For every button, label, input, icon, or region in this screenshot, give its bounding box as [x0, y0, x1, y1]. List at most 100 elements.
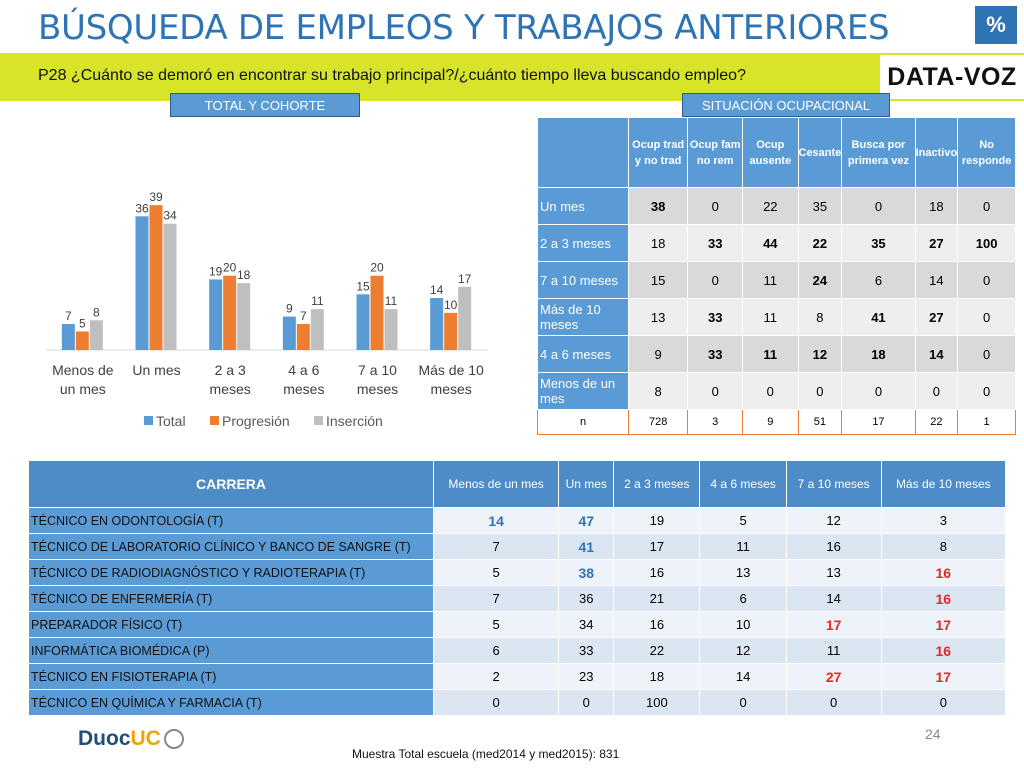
bar-total: [356, 294, 370, 350]
bar-total: [209, 279, 223, 350]
situacion-cell: 100: [957, 224, 1016, 262]
situacion-n-row: n 728 3 9 51 17 22 1: [537, 409, 1016, 435]
carrera-cell: 22: [613, 637, 701, 664]
data-label: 20: [223, 261, 237, 275]
bar-inserción: [310, 309, 324, 350]
carrera-name: TÉCNICO EN FISIOTERAPIA (T): [28, 663, 434, 690]
label-total-cohorte: TOTAL Y COHORTE: [170, 93, 360, 117]
situacion-cell: 0: [687, 187, 744, 225]
carrera-cell: 16: [785, 533, 882, 560]
carrera-cell: 5: [699, 507, 787, 534]
carrera-cell: 23: [558, 663, 615, 690]
carrera-name: TÉCNICO DE ENFERMERÍA (T): [28, 585, 434, 612]
situacion-col-header: Ocup trad y no trad: [627, 117, 689, 188]
situacion-cell: 12: [797, 335, 843, 373]
x-tick-label: Más de 10: [418, 362, 484, 378]
bar-progresión: [149, 205, 163, 350]
bar-total: [282, 316, 296, 350]
situacion-row-label: 2 a 3 meses: [537, 224, 629, 262]
bar-inserción: [89, 320, 103, 350]
page-number: 24: [925, 726, 941, 742]
situacion-corner-cell: [537, 117, 629, 188]
label-situacion-ocupacional: SITUACIÓN OCUPACIONAL: [682, 93, 890, 117]
carrera-cell: 5: [432, 611, 560, 638]
data-label: 18: [237, 268, 251, 282]
carrera-cell: 12: [785, 507, 882, 534]
x-tick-label: 4 a 6: [288, 362, 319, 378]
situacion-cell: 33: [687, 298, 744, 336]
situacion-n-cell: 1: [957, 409, 1016, 435]
situacion-cell: 35: [841, 224, 916, 262]
situacion-cell: 6: [841, 261, 916, 299]
situacion-row-label: Menos de un mes: [537, 372, 629, 410]
carrera-cell: 13: [785, 559, 882, 586]
bar-inserción: [237, 283, 251, 350]
situacion-cell: 0: [957, 372, 1016, 410]
situacion-cell: 35: [797, 187, 843, 225]
carrera-cell: 2: [432, 663, 560, 690]
situacion-col-header: Ocup fam no rem: [687, 117, 744, 188]
bar-total: [135, 216, 149, 350]
situacion-cell: 0: [957, 187, 1016, 225]
x-tick-label: 2 a 3: [215, 362, 246, 378]
bar-total: [430, 298, 444, 350]
legend-entry: Total: [156, 413, 186, 429]
legend-swatch-inserción: [314, 416, 323, 425]
situacion-table: Ocup trad y no trad Ocup fam no rem Ocup…: [537, 117, 1016, 435]
carrera-cell: 14: [699, 663, 787, 690]
situacion-cell: 13: [627, 298, 689, 336]
legend-swatch-progresión: [210, 416, 219, 425]
situacion-col-header: Inactivo: [914, 117, 959, 188]
carrera-cell: 100: [613, 689, 701, 716]
bar-inserción: [458, 286, 472, 350]
carrera-cell: 12: [699, 637, 787, 664]
situacion-cell: 14: [914, 261, 959, 299]
duocuc-logo-part2: UC: [130, 727, 161, 750]
situacion-n-label: n: [537, 409, 629, 435]
carrera-cell: 0: [785, 689, 882, 716]
carrera-col-header: Menos de un mes: [432, 460, 560, 508]
carrera-cell: 34: [558, 611, 615, 638]
carrera-cell: 10: [699, 611, 787, 638]
carrera-cell: 16: [880, 559, 1007, 586]
data-label: 19: [209, 264, 223, 278]
legend-swatch-total: [144, 416, 153, 425]
situacion-cell: 22: [797, 224, 843, 262]
carrera-cell: 0: [432, 689, 560, 716]
carrera-cell: 19: [613, 507, 701, 534]
carrera-name: TÉCNICO DE LABORATORIO CLÍNICO Y BANCO D…: [28, 533, 434, 560]
carrera-row: TÉCNICO DE RADIODIAGNÓSTICO Y RADIOTERAP…: [28, 559, 1007, 586]
data-label: 10: [444, 298, 458, 312]
situacion-cell: 11: [742, 298, 799, 336]
situacion-n-cell: 728: [627, 409, 689, 435]
data-label: 11: [311, 294, 324, 308]
carrera-row: TÉCNICO EN FISIOTERAPIA (T) 2 23 18 14 27 17: [28, 663, 1007, 690]
bar-total: [61, 324, 75, 350]
carrera-row: PREPARADOR FÍSICO (T) 5 34 16 10 17 17: [28, 611, 1007, 638]
carrera-row: INFORMÁTICA BIOMÉDICA (P) 6 33 22 12 11 16: [28, 637, 1007, 664]
situacion-cell: 18: [841, 335, 916, 373]
bar-progresión: [223, 275, 237, 350]
situacion-cell: 8: [797, 298, 843, 336]
situacion-cell: 14: [914, 335, 959, 373]
carrera-cell: 13: [699, 559, 787, 586]
carrera-cell: 0: [880, 689, 1007, 716]
data-label: 7: [65, 309, 72, 323]
situacion-cell: 33: [687, 224, 744, 262]
x-tick-label: Un mes: [132, 362, 180, 378]
situacion-cell: 0: [957, 298, 1016, 336]
carrera-cell: 47: [558, 507, 615, 534]
x-tick-label: meses: [210, 381, 251, 397]
x-tick-label: Menos de: [52, 362, 114, 378]
situacion-cell: 0: [687, 261, 744, 299]
carrera-cell: 5: [432, 559, 560, 586]
data-label: 11: [385, 294, 398, 308]
carrera-name: INFORMÁTICA BIOMÉDICA (P): [28, 637, 434, 664]
carrera-col-header: 2 a 3 meses: [613, 460, 701, 508]
carrera-cell: 7: [432, 585, 560, 612]
carrera-cell: 0: [558, 689, 615, 716]
situacion-cell: 0: [957, 261, 1016, 299]
situacion-cell: 11: [742, 261, 799, 299]
situacion-cell: 0: [841, 187, 916, 225]
situacion-row: Menos de un mes 8 0 0 0 0 0 0: [537, 372, 1016, 410]
